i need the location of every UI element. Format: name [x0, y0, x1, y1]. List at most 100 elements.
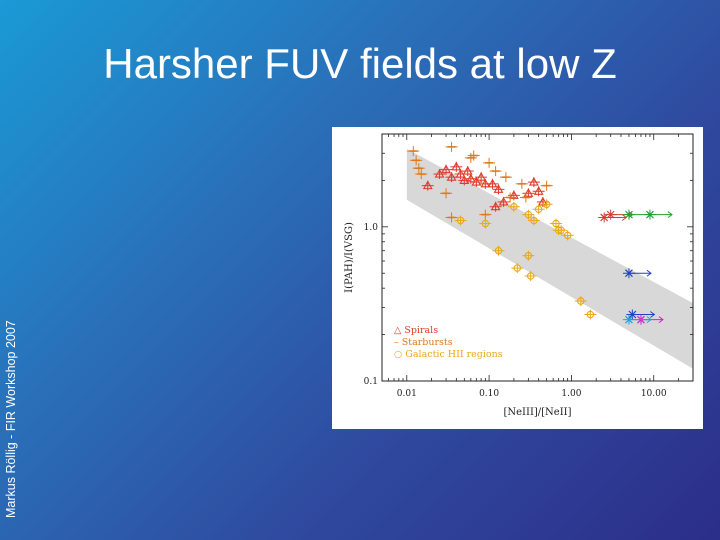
legend-starbursts: – Starbursts [394, 337, 453, 348]
low-z-point [626, 309, 656, 320]
starbursts-point [479, 209, 492, 220]
hii-marker [526, 272, 535, 280]
spiral-marker [441, 164, 452, 174]
spiral-marker [471, 176, 482, 186]
spirals-point [475, 172, 488, 183]
spirals-point [461, 165, 474, 177]
legend-spirals: △ Spirals [394, 325, 438, 336]
spirals-point [433, 168, 446, 180]
hii-point [522, 209, 535, 220]
spirals-point [489, 201, 502, 212]
spirals-point [450, 161, 463, 172]
spiral-marker [462, 165, 473, 175]
starbursts-point [440, 188, 453, 199]
x-tick-label: 1.00 [561, 389, 581, 399]
hii-point [550, 218, 563, 229]
low-z-point [643, 209, 673, 220]
limit-arrowhead [650, 311, 656, 318]
hii-marker [563, 231, 572, 240]
spirals-point [492, 184, 505, 195]
spiral-marker [434, 168, 445, 178]
hii-point [540, 199, 553, 210]
spirals-point [532, 186, 545, 197]
hii-point [584, 309, 597, 320]
lowz-marker [628, 310, 637, 319]
spiral-marker [490, 201, 501, 211]
spiral-marker [493, 184, 504, 193]
hii-marker [534, 205, 543, 214]
spirals-point [440, 164, 453, 175]
limit-arrowhead [646, 316, 652, 324]
spiral-marker [508, 190, 519, 199]
spiral-marker [422, 180, 433, 190]
chart-figure: 0.01 0.10 1.00 10.00 0.1 1.0 [NeIII]/[NeII] I(P… [332, 127, 703, 429]
starbursts-point [540, 180, 553, 191]
hii-marker [494, 246, 503, 255]
hii-point [561, 230, 574, 241]
hii-marker [510, 202, 518, 211]
hii-marker [524, 210, 533, 219]
hii-point [507, 201, 520, 212]
starbursts-point [412, 163, 425, 174]
spiral-marker [459, 175, 470, 184]
y-tick-label: 1.0 [364, 223, 379, 233]
starbursts-point [483, 157, 496, 168]
spirals-point [497, 196, 510, 207]
starbursts-point [445, 212, 458, 223]
hii-point [552, 225, 565, 236]
limit-arrowhead [646, 269, 652, 277]
x-tick-label: 10.00 [641, 389, 667, 399]
hii-point [522, 250, 535, 261]
starbursts-point [464, 152, 477, 163]
trend-band [406, 148, 693, 369]
spirals-point [458, 175, 471, 186]
starbursts-point [499, 172, 512, 183]
spirals-point [527, 176, 540, 188]
spiral-marker [498, 196, 509, 206]
spirals-point [421, 180, 434, 191]
hii-point [527, 215, 540, 226]
lowz-marker [600, 213, 609, 222]
spiral-marker [476, 172, 487, 181]
spiral-marker [533, 186, 544, 195]
slide-title: Harsher FUV fields at low Z [103, 40, 617, 87]
legend-hii: ○ Galactic HII regions [394, 349, 503, 360]
x-tick-label: 0.10 [479, 389, 499, 399]
starbursts-point [504, 192, 517, 203]
starbursts-point [515, 178, 528, 189]
hii-marker [542, 200, 551, 209]
hii-marker [586, 310, 595, 319]
spiral-marker [455, 168, 466, 178]
hii-point [532, 204, 545, 215]
spiral-marker [528, 176, 539, 186]
low-z-point [622, 314, 652, 325]
hii-point [479, 218, 492, 229]
starbursts-point [415, 169, 428, 180]
spirals-point [486, 178, 499, 189]
starbursts-point [467, 150, 480, 161]
hii-point [454, 215, 467, 226]
spiral-marker [487, 178, 498, 188]
starbursts-point [489, 166, 502, 177]
limit-arrowhead [658, 316, 664, 324]
hii-point [511, 263, 524, 274]
starbursts-point [410, 155, 423, 166]
spiral-marker [451, 161, 462, 171]
spiral-marker [446, 172, 457, 181]
x-tick-label: 0.01 [397, 389, 417, 399]
hii-marker [577, 297, 585, 305]
hii-marker [524, 251, 533, 260]
y-axis-label: I(PAH)/I(VSG) [344, 222, 355, 293]
hii-point [492, 245, 505, 256]
starbursts-point [407, 146, 420, 157]
limit-arrowhead [667, 211, 673, 219]
plot-frame [381, 133, 694, 382]
hii-marker [456, 216, 465, 225]
x-axis-label: [NeIII]/[NeII] [503, 407, 571, 418]
spirals-point [445, 172, 458, 183]
spirals-point [470, 176, 483, 188]
lowz-marker [606, 210, 615, 219]
hii-marker [552, 219, 560, 228]
hii-point [524, 270, 537, 281]
hii-point [574, 296, 587, 307]
